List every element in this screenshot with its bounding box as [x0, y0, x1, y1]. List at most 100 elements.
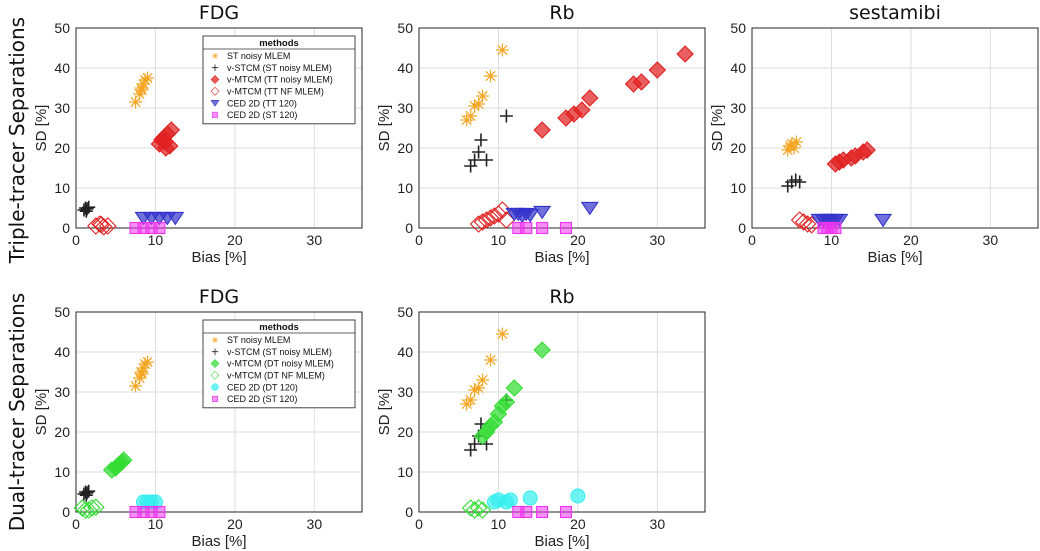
y-tick-label: 30: [54, 384, 70, 400]
plot-area: [752, 28, 1038, 228]
chart-title: Rb: [549, 2, 574, 24]
legend-box: [202, 35, 356, 125]
x-tick-label: 20: [227, 232, 243, 248]
data-point: [468, 383, 482, 397]
legend-marker: [210, 75, 220, 84]
y-tick-label: 20: [397, 140, 413, 156]
data-point: [533, 121, 551, 139]
data-points: [73, 355, 166, 519]
chart-panel: 0 10 20 30 0 10 20 30 40 50 sestamibi Bias [%] SD [%…: [709, 2, 1039, 266]
data-point: [464, 109, 478, 123]
x-tick-label: 30: [307, 516, 323, 532]
data-point: [781, 143, 795, 157]
data-point: [632, 73, 651, 91]
data-point: [79, 488, 93, 502]
data-point: [464, 393, 478, 407]
data-points: [460, 327, 586, 519]
y-tick-label: 50: [54, 304, 70, 320]
y-tick-label: 10: [730, 180, 746, 196]
legend: methods ST noisy MLEM v-STCM (ST noisy MLE…: [202, 35, 356, 125]
data-point: [497, 393, 516, 411]
y-tick-label: 20: [397, 424, 413, 440]
data-point: [134, 81, 148, 95]
x-tick-label: 10: [491, 516, 507, 532]
y-tick-label: 0: [405, 220, 413, 236]
y-axis-label: SD [%]: [33, 389, 50, 436]
data-point: [559, 505, 573, 519]
legend-entry: ST noisy MLEM: [227, 51, 290, 61]
data-point: [472, 97, 486, 111]
data-point: [472, 145, 486, 159]
y-tick-label: 10: [54, 464, 70, 480]
y-tick-label: 30: [730, 100, 746, 116]
data-point: [87, 498, 105, 516]
plot-area: [419, 28, 705, 228]
data-point: [98, 217, 117, 235]
data-point: [156, 139, 175, 157]
chart-title: FDG: [199, 286, 239, 308]
legend-marker: [211, 111, 219, 118]
legend-entry: v-MTCM (TT noisy MLEM): [227, 75, 333, 85]
y-tick-label: 50: [397, 304, 413, 320]
data-point: [495, 43, 509, 57]
data-point: [536, 505, 549, 519]
x-tick-label: 10: [491, 232, 507, 248]
data-point: [468, 99, 482, 113]
data-point: [83, 499, 101, 517]
legend-swatch: [211, 395, 219, 402]
x-tick-label: 30: [307, 232, 323, 248]
legend-entry: v-MTCM (DT NF MLEM): [227, 371, 325, 381]
data-point: [476, 373, 490, 387]
x-tick-label: 0: [415, 516, 423, 532]
y-tick-label: 40: [54, 60, 70, 76]
legend-entry: CED 2D (ST 120): [227, 394, 297, 404]
y-tick-label: 0: [62, 220, 70, 236]
data-point: [522, 490, 538, 506]
data-point: [798, 215, 817, 233]
x-tick-label: 0: [415, 232, 423, 248]
data-point: [830, 213, 849, 228]
data-point: [481, 209, 500, 227]
data-point: [153, 221, 166, 235]
x-tick-label: 10: [148, 516, 164, 532]
y-tick-label: 20: [54, 140, 70, 156]
data-point: [580, 201, 599, 216]
y-axis-label: SD [%]: [376, 105, 393, 152]
x-axis-label: Bias [%]: [191, 249, 246, 266]
row-label-dual: Dual-tracer Separations: [5, 293, 29, 531]
x-tick-label: 20: [227, 516, 243, 532]
data-point: [477, 211, 496, 229]
chart-title: FDG: [199, 2, 239, 24]
x-axis-label: Bias [%]: [534, 533, 589, 550]
legend-marker: [210, 100, 220, 107]
data-point: [485, 207, 504, 225]
data-point: [469, 499, 488, 517]
data-point: [520, 221, 533, 235]
data-point: [533, 341, 551, 359]
y-tick-label: 30: [397, 384, 413, 400]
data-point: [489, 205, 508, 223]
data-point: [858, 141, 876, 159]
data-point: [472, 381, 486, 395]
data-points: [77, 71, 185, 236]
y-tick-label: 10: [397, 180, 413, 196]
chart-panel: 0 10 20 30 0 10 20 30 40 50 FDG Bias [%] SD [%] metho…: [33, 286, 363, 550]
axes-frame: [75, 311, 363, 513]
x-tick-label: 20: [570, 516, 586, 532]
data-point: [559, 221, 573, 235]
data-point: [134, 365, 148, 379]
data-point: [536, 221, 549, 235]
legend-title: methods: [259, 322, 299, 333]
y-tick-label: 40: [397, 344, 413, 360]
x-axis-label: Bias [%]: [191, 533, 246, 550]
data-point: [137, 77, 151, 91]
data-point: [476, 89, 490, 103]
legend-swatch: [211, 111, 219, 118]
data-point: [495, 327, 509, 341]
data-point: [79, 501, 98, 519]
y-tick-label: 0: [405, 504, 413, 520]
data-point: [468, 153, 482, 167]
data-point: [141, 355, 154, 369]
y-tick-label: 40: [397, 60, 413, 76]
